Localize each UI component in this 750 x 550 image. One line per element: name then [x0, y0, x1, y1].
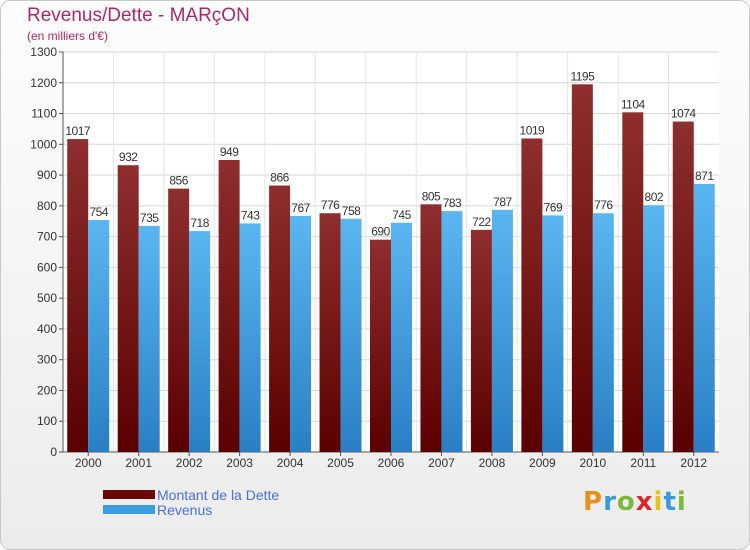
bar-debt	[269, 185, 291, 453]
proxiti-logo: Proxiti	[583, 487, 687, 517]
bar-revenus	[340, 218, 362, 452]
legend-label-debt: Montant de la Dette	[157, 486, 280, 503]
chart-subtitle: (en milliers d'€)	[27, 29, 108, 43]
bar-debt	[168, 188, 190, 452]
logo-letter: i	[676, 487, 687, 517]
legend-label-revenus: Revenus	[157, 501, 213, 518]
logo-letter: r	[603, 487, 617, 517]
data-label-revenus: 745	[392, 208, 411, 222]
logo-letter: i	[653, 487, 664, 517]
bar-debt	[672, 121, 694, 453]
logo-letter: x	[635, 487, 654, 517]
y-tick-label: 600	[37, 260, 57, 274]
x-tick-label: 2005	[327, 456, 354, 470]
bar-debt	[117, 165, 139, 452]
data-label-debt: 1074	[671, 107, 697, 121]
data-label-revenus: 776	[594, 198, 613, 212]
x-tick-label: 2010	[579, 456, 606, 470]
data-label-debt: 776	[321, 198, 340, 212]
legend: Montant de la Dette Revenus	[103, 486, 280, 518]
bar-revenus	[290, 216, 312, 452]
data-label-debt: 1019	[520, 123, 546, 137]
y-tick-label: 400	[37, 322, 57, 336]
bar-revenus	[592, 213, 614, 452]
data-label-debt: 949	[220, 145, 239, 159]
bar-debt	[571, 84, 593, 453]
x-tick-label: 2012	[680, 456, 707, 470]
y-tick-label: 1300	[30, 45, 57, 59]
x-tick-label: 2006	[378, 456, 405, 470]
data-label-revenus: 718	[190, 216, 209, 230]
x-tick-label: 2011	[630, 456, 656, 470]
y-tick-label: 0	[50, 445, 57, 459]
bar-revenus	[189, 231, 211, 452]
bar-revenus	[491, 209, 513, 452]
y-tick-label: 300	[37, 353, 57, 367]
x-tick-label: 2004	[277, 456, 304, 470]
data-label-revenus: 787	[493, 195, 512, 209]
x-tick-label: 2009	[529, 456, 556, 470]
bar-revenus	[693, 184, 715, 452]
y-tick-label: 800	[37, 199, 57, 213]
data-label-revenus: 743	[241, 208, 260, 222]
chart-title: Revenus/Dette - MARçON	[27, 5, 250, 26]
data-label-revenus: 758	[342, 204, 361, 218]
bar-debt	[622, 112, 644, 453]
legend-item-debt: Montant de la Dette	[103, 486, 280, 503]
logo-letter: t	[663, 487, 677, 517]
bar-revenus	[391, 222, 412, 452]
bar-debt	[521, 138, 543, 452]
y-tick-label: 100	[37, 414, 57, 428]
data-label-debt: 722	[472, 215, 491, 229]
x-tick-label: 2008	[479, 456, 506, 470]
bar-revenus	[643, 205, 665, 452]
data-label-revenus: 735	[140, 211, 159, 225]
y-tick-label: 1100	[31, 107, 57, 121]
bar-revenus	[441, 211, 463, 452]
logo-letter: o	[616, 487, 636, 517]
legend-swatch-debt	[103, 490, 155, 499]
bar-revenus	[138, 225, 160, 452]
data-label-revenus: 769	[544, 200, 563, 214]
x-tick-label: 2003	[226, 456, 253, 470]
bar-revenus	[88, 220, 110, 452]
x-tick-label: 2001	[125, 456, 152, 470]
data-label-debt: 805	[422, 189, 441, 203]
bar-debt	[470, 229, 492, 452]
y-tick-label: 900	[37, 168, 57, 182]
x-tick-label: 2007	[428, 456, 455, 470]
legend-item-revenus: Revenus	[103, 501, 279, 518]
bar-debt	[218, 160, 240, 452]
bar-debt	[420, 204, 442, 452]
data-label-debt: 690	[371, 225, 390, 239]
x-tick-label: 2000	[75, 456, 102, 470]
data-label-revenus: 767	[291, 201, 310, 215]
data-label-debt: 1104	[621, 97, 646, 111]
data-label-revenus: 783	[443, 196, 462, 210]
data-label-debt: 1017	[65, 124, 91, 138]
bar-revenus	[542, 215, 564, 452]
bar-debt	[370, 239, 391, 452]
bar-debt	[67, 139, 89, 453]
data-label-debt: 1195	[570, 69, 595, 83]
y-tick-label: 1200	[30, 76, 57, 90]
data-label-revenus: 754	[89, 205, 108, 219]
y-tick-label: 700	[37, 230, 57, 244]
data-label-debt: 932	[119, 150, 138, 164]
data-label-revenus: 802	[645, 190, 664, 204]
logo-letter: P	[583, 487, 604, 517]
y-tick-label: 500	[37, 291, 57, 305]
x-tick-label: 2002	[176, 456, 203, 470]
data-label-debt: 856	[169, 174, 188, 188]
data-label-revenus: 871	[695, 169, 714, 183]
bar-revenus	[239, 223, 261, 452]
y-tick-label: 1000	[30, 137, 57, 151]
data-label-debt: 866	[270, 171, 289, 185]
y-tick-label: 200	[37, 383, 57, 397]
bar-debt	[319, 213, 341, 452]
legend-swatch-revenus	[103, 505, 155, 514]
